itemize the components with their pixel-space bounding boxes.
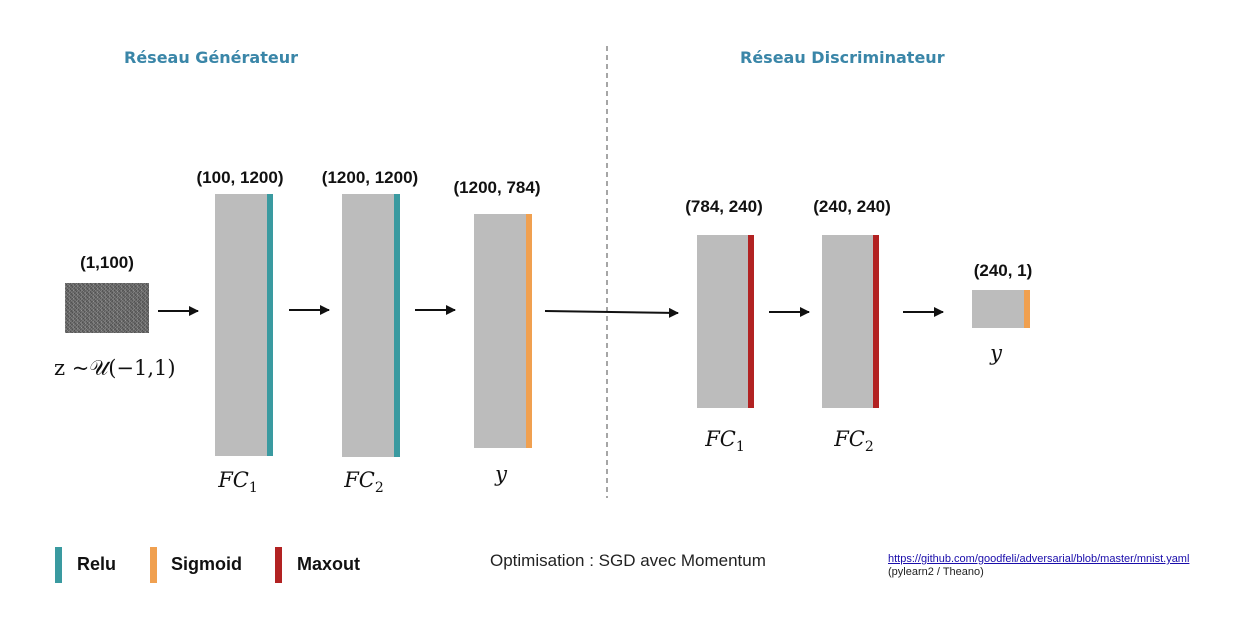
gen-fc2-block [342,194,400,457]
disc-fc2-block [822,235,879,408]
relu-activation-bar [394,194,400,457]
disc-output-block [972,290,1030,328]
discriminator-title: Réseau Discriminateur [740,48,945,67]
gen-fc1-dims: (100, 1200) [196,168,284,187]
gen-output-label: y [495,462,507,486]
legend-relu-label: Relu [77,554,117,574]
generator-title: Réseau Générateur [124,48,298,67]
noise-image [65,283,149,333]
maxout-activation-bar [748,235,754,408]
gen-fc1-block [215,194,273,456]
legend-sigmoid-swatch [150,547,157,583]
legend-maxout-label: Maxout [297,554,360,574]
gen-fc2-dims: (1200, 1200) [321,168,419,187]
disc-fc2-label: FC2 [834,427,874,456]
legend-relu-swatch [55,547,62,583]
disc-fc1-label: FC1 [705,427,745,456]
reference-note: (pylearn2 / Theano) [888,566,984,578]
input-dims: (1,100) [80,253,134,272]
sigmoid-activation-bar [526,214,532,448]
reference-link[interactable]: https://github.com/goodfeli/adversarial/… [888,553,1190,565]
sigmoid-activation-bar [1024,290,1030,328]
relu-activation-bar [267,194,273,456]
disc-fc1-dims: (784, 240) [685,197,763,216]
gen-output-block [474,214,532,448]
gen-output-dims: (1200, 784) [453,178,541,197]
disc-output-label: y [990,341,1002,365]
disc-fc1-block [697,235,754,408]
disc-output-dims: (240, 1) [973,261,1033,280]
legend-sigmoid-label: Sigmoid [171,554,242,574]
noise-distribution: z ~𝒰(−1,1) [54,356,176,380]
legend-maxout-swatch [275,547,282,583]
disc-fc2-dims: (240, 240) [813,197,891,216]
arrow-y-dfc1 [544,307,679,318]
optimisation-note: Optimisation : SGD avec Momentum [490,551,766,570]
gen-fc1-label: FC1 [218,468,258,497]
gen-fc2-label: FC2 [344,468,384,497]
maxout-activation-bar [873,235,879,408]
